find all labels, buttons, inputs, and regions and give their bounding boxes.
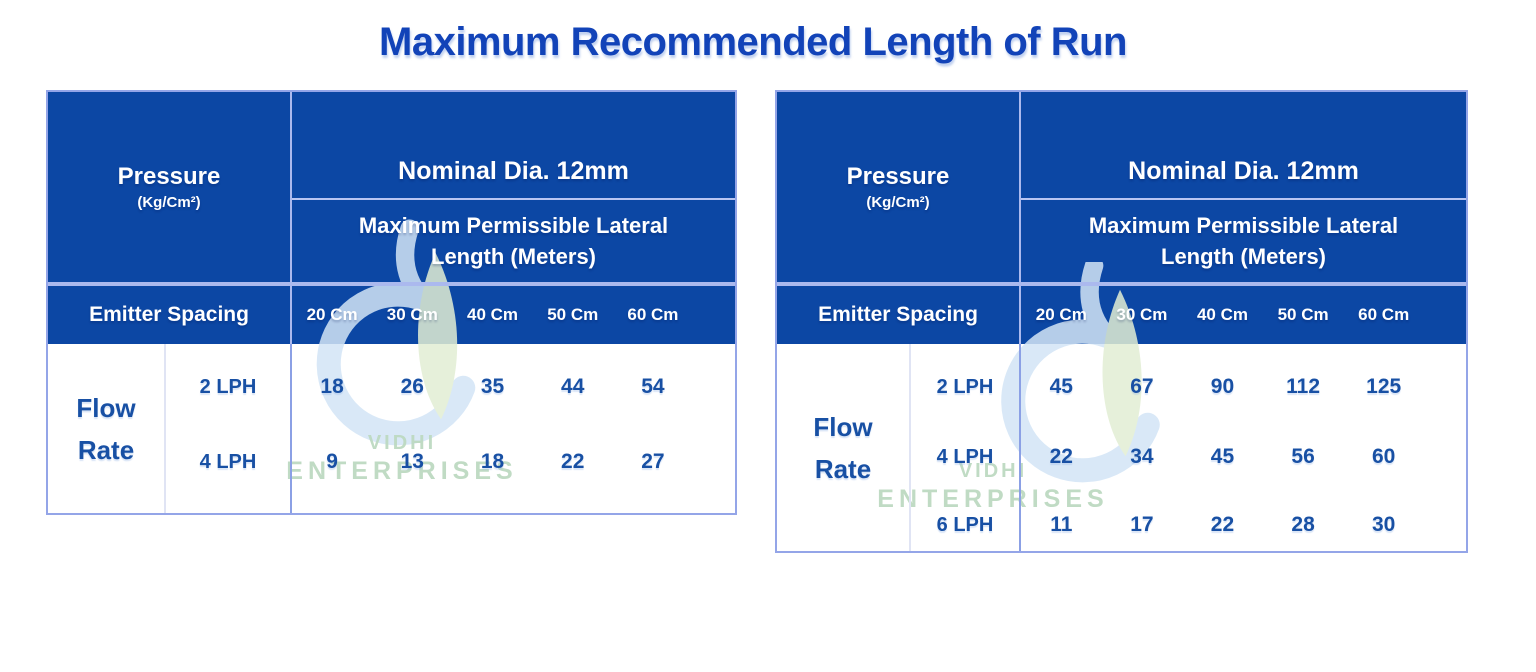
table-header-background (777, 92, 1466, 282)
row-4lph-label: 4 LPH (936, 446, 994, 468)
watermark-text: VIDHI ENTERPRISES (282, 432, 522, 486)
spacing-col-30cm: 30 Cm (386, 305, 438, 324)
cell-value: 60 (1371, 445, 1396, 468)
cell-value: 34 (1130, 445, 1154, 468)
header-row-divider (48, 282, 735, 286)
body-column-divider (1019, 344, 1021, 551)
cell-value: 44 (561, 375, 585, 398)
flow-label-line1: Flow (813, 411, 873, 442)
flow-label-line1: Flow (76, 392, 136, 423)
watermark-line2: ENTERPRISES (877, 485, 1109, 513)
cell-value: 45 (1049, 375, 1073, 398)
cell-value: 35 (480, 375, 505, 398)
cell-value: 54 (641, 375, 665, 398)
flow-lph-divider (909, 344, 911, 551)
cell-value: 30 (1371, 513, 1396, 536)
row-6lph-label: 6 LPH (936, 514, 994, 536)
pressure-header-cell: Pressure (Kg/Cm²) (777, 92, 1019, 282)
table-row: 9 13 18 22 27 (292, 448, 693, 476)
nominal-dia-header: Nominal Dia. 12mm (1128, 157, 1359, 185)
cell-value: 112 (1286, 375, 1321, 398)
cell-value: 9 (326, 450, 338, 473)
max-permissible-length-header: Maximum Permissible Lateral Length (Mete… (1021, 200, 1466, 282)
pressure-unit-label: (Kg/Cm²) (866, 194, 930, 211)
emitter-spacing-label: Emitter Spacing (89, 303, 249, 326)
spacing-col-50cm: 50 Cm (1277, 305, 1329, 324)
watermark-line1: VIDHI (367, 432, 437, 454)
cell-value: 125 (1366, 375, 1402, 398)
emitter-spacing-label: Emitter Spacing (818, 303, 978, 326)
cell-value: 45 (1210, 445, 1235, 468)
spacing-col-60cm: 60 Cm (1358, 305, 1410, 324)
cell-value: 28 (1291, 513, 1315, 536)
watermark-line1: VIDHI (958, 460, 1028, 482)
table-row: 18 26 35 44 54 (292, 373, 693, 401)
spacing-col-60cm: 60 Cm (627, 305, 679, 324)
nominal-underline-divider (1021, 198, 1466, 200)
pressure-header-cell: Pressure (Kg/Cm²) (48, 92, 290, 282)
cell-value: 18 (480, 450, 505, 473)
watermark-line2: ENTERPRISES (286, 457, 518, 485)
cell-value: 67 (1130, 375, 1154, 398)
spacing-column-headers: 20 Cm 30 Cm 40 Cm 50 Cm 60 Cm (292, 286, 693, 344)
pressure-label: Pressure (846, 163, 950, 190)
length-of-run-table-left: Pressure (Kg/Cm²) Nominal Dia. 12mm Maxi… (46, 90, 737, 515)
table-row: 11 17 22 28 30 (1021, 511, 1424, 539)
nominal-dia-header: Nominal Dia. 12mm (398, 157, 629, 185)
pressure-label: Pressure (117, 163, 221, 190)
cell-value: 26 (400, 375, 424, 398)
header-column-divider (290, 92, 292, 344)
mpl-line2: Length (Meters) (431, 244, 596, 269)
spacing-col-30cm: 30 Cm (1116, 305, 1168, 324)
header-row-divider (777, 282, 1466, 286)
max-permissible-length-header: Maximum Permissible Lateral Length (Mete… (292, 200, 735, 282)
table-row: 45 67 90 112 125 (1021, 373, 1424, 401)
header-column-divider (1019, 92, 1021, 344)
body-column-divider (290, 344, 292, 513)
mpl-line2: Length (Meters) (1161, 244, 1326, 269)
flow-rate-label: Flow Rate (777, 344, 909, 551)
cell-value: 27 (641, 450, 665, 473)
spacing-col-50cm: 50 Cm (547, 305, 599, 324)
row-2lph-label: 2 LPH (199, 376, 257, 398)
watermark-drop-logo (987, 256, 1179, 484)
mpl-line1: Maximum Permissible Lateral (1088, 213, 1399, 238)
spacing-col-20cm: 20 Cm (1035, 305, 1087, 324)
flow-label-line2: Rate (814, 453, 872, 484)
cell-value: 22 (1210, 513, 1235, 536)
spacing-col-40cm: 40 Cm (1196, 305, 1248, 324)
flow-rate-label: Flow Rate (48, 344, 164, 513)
spacing-col-20cm: 20 Cm (306, 305, 358, 324)
table-header-background (48, 92, 735, 282)
flow-lph-divider (164, 344, 166, 513)
cell-value: 13 (400, 450, 424, 473)
pressure-unit-label: (Kg/Cm²) (137, 194, 201, 211)
cell-value: 22 (561, 450, 585, 473)
cell-value: 56 (1291, 445, 1315, 468)
length-of-run-table-right: Pressure (Kg/Cm²) Nominal Dia. 12mm Maxi… (775, 90, 1468, 553)
spacing-column-headers: 20 Cm 30 Cm 40 Cm 50 Cm 60 Cm (1021, 286, 1424, 344)
cell-value: 18 (320, 375, 344, 398)
row-4lph-label: 4 LPH (199, 451, 257, 473)
mpl-line1: Maximum Permissible Lateral (358, 213, 669, 238)
flow-label-line2: Rate (77, 434, 135, 465)
watermark-drop-logo (306, 198, 491, 474)
cell-value: 22 (1049, 445, 1073, 468)
page-title: Maximum Recommended Length of Run (379, 20, 1128, 64)
cell-value: 11 (1050, 513, 1073, 536)
cell-value: 90 (1210, 375, 1235, 398)
row-2lph-label: 2 LPH (936, 376, 994, 398)
table-row: 22 34 45 56 60 (1021, 443, 1424, 471)
spacing-col-40cm: 40 Cm (466, 305, 519, 324)
watermark-text: VIDHI ENTERPRISES (873, 460, 1113, 514)
nominal-underline-divider (292, 198, 735, 200)
cell-value: 17 (1130, 513, 1154, 536)
